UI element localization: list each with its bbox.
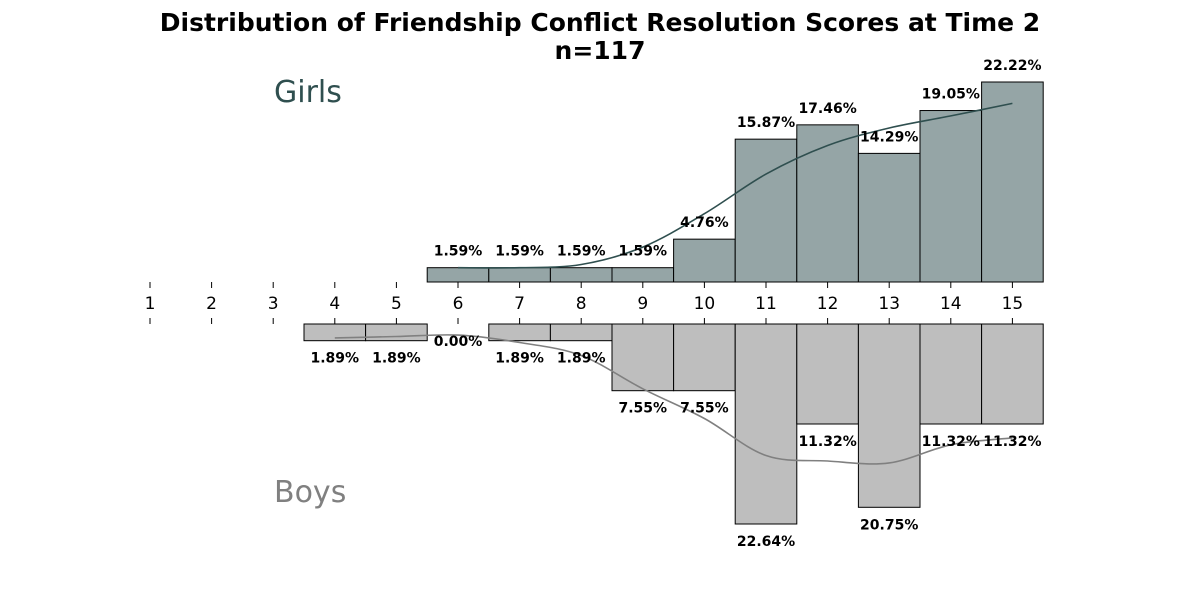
girls-bar — [857, 152, 921, 283]
x-tick-label: 12 — [817, 294, 839, 314]
x-tick-label: 15 — [1002, 294, 1024, 314]
girls-bar — [549, 267, 613, 283]
boys-bar — [549, 323, 613, 342]
x-tick-label: 10 — [694, 294, 716, 314]
chart-subtitle: n=117 — [555, 36, 646, 65]
boys-bar-label: 0.00% — [434, 334, 483, 350]
boys-bar-label: 11.32% — [798, 434, 856, 450]
x-tick-label: 3 — [268, 294, 279, 314]
girls-bar-label: 15.87% — [737, 115, 795, 131]
x-tick-label: 14 — [940, 294, 962, 314]
girls-bar — [981, 81, 1044, 283]
boys-bar-label: 1.89% — [557, 351, 606, 367]
boys-bar-label: 1.89% — [495, 351, 544, 367]
boys-bar — [365, 323, 428, 342]
girls-bar-label: 22.22% — [983, 58, 1041, 74]
girls-bar-label: 1.59% — [434, 244, 483, 260]
girls-bar — [919, 110, 983, 283]
boys-bar-label: 7.55% — [680, 401, 729, 417]
girls-bar-label: 1.59% — [619, 244, 668, 260]
x-tick-label: 5 — [391, 294, 402, 314]
boys-bar — [611, 323, 675, 392]
x-tick-label: 9 — [637, 294, 648, 314]
girls-bar — [796, 124, 859, 283]
chart-title: Distribution of Friendship Conflict Reso… — [160, 8, 1040, 37]
girls-bar-label: 14.29% — [860, 129, 918, 145]
data-labels-layer: 1.59% 1.59% 1.59% 1.59% 4.76% 15.87%17.46%14.… — [311, 58, 1042, 550]
boys-bar-label: 11.32% — [983, 434, 1041, 450]
x-tick-label: 2 — [206, 294, 217, 314]
girls-bar-label: 1.59% — [557, 244, 606, 260]
x-axis: 1 2 3 4 5 6 7 8 9 10 11 12 13 14 15 — [145, 282, 1024, 324]
girls-bar — [611, 267, 675, 283]
boys-bar-label: 20.75% — [860, 517, 918, 533]
girls-bar-label: 19.05% — [922, 87, 980, 103]
girls-bar-label: 4.76% — [680, 215, 729, 231]
boys-bar-label: 1.89% — [311, 351, 360, 367]
boys-bar-label: 1.89% — [372, 351, 421, 367]
boys-bar — [919, 323, 983, 425]
bars-layer — [303, 81, 1044, 525]
boys-bar — [673, 323, 736, 392]
boys-density-curve — [334, 334, 1013, 465]
boys-bar — [488, 323, 551, 342]
girls-bar-label: 1.59% — [495, 244, 544, 260]
x-tick-label: 6 — [453, 294, 464, 314]
girls-bar — [488, 267, 551, 283]
boys-bar — [796, 323, 859, 425]
curves-layer — [334, 102, 1013, 465]
x-tick-label: 11 — [755, 294, 777, 314]
boys-bar-label: 7.55% — [619, 401, 668, 417]
boys-bar — [734, 323, 798, 525]
boys-bar-label: 11.32% — [922, 434, 980, 450]
girls-bar — [673, 238, 736, 283]
boys-bar — [981, 323, 1044, 425]
girls-bar — [426, 267, 490, 283]
girls-group-label: Girls — [274, 75, 342, 110]
boys-bar-label: 22.64% — [737, 534, 795, 550]
x-tick-label: 7 — [514, 294, 525, 314]
x-tick-label: 1 — [145, 294, 156, 314]
x-tick-label: 4 — [329, 294, 340, 314]
girls-density-curve — [457, 102, 1013, 269]
boys-group-label: Boys — [274, 475, 346, 510]
boys-bar — [857, 323, 921, 508]
girls-bar — [734, 138, 798, 283]
x-tick-label: 13 — [878, 294, 900, 314]
x-tick-label: 8 — [576, 294, 587, 314]
girls-bar-label: 17.46% — [798, 101, 856, 117]
